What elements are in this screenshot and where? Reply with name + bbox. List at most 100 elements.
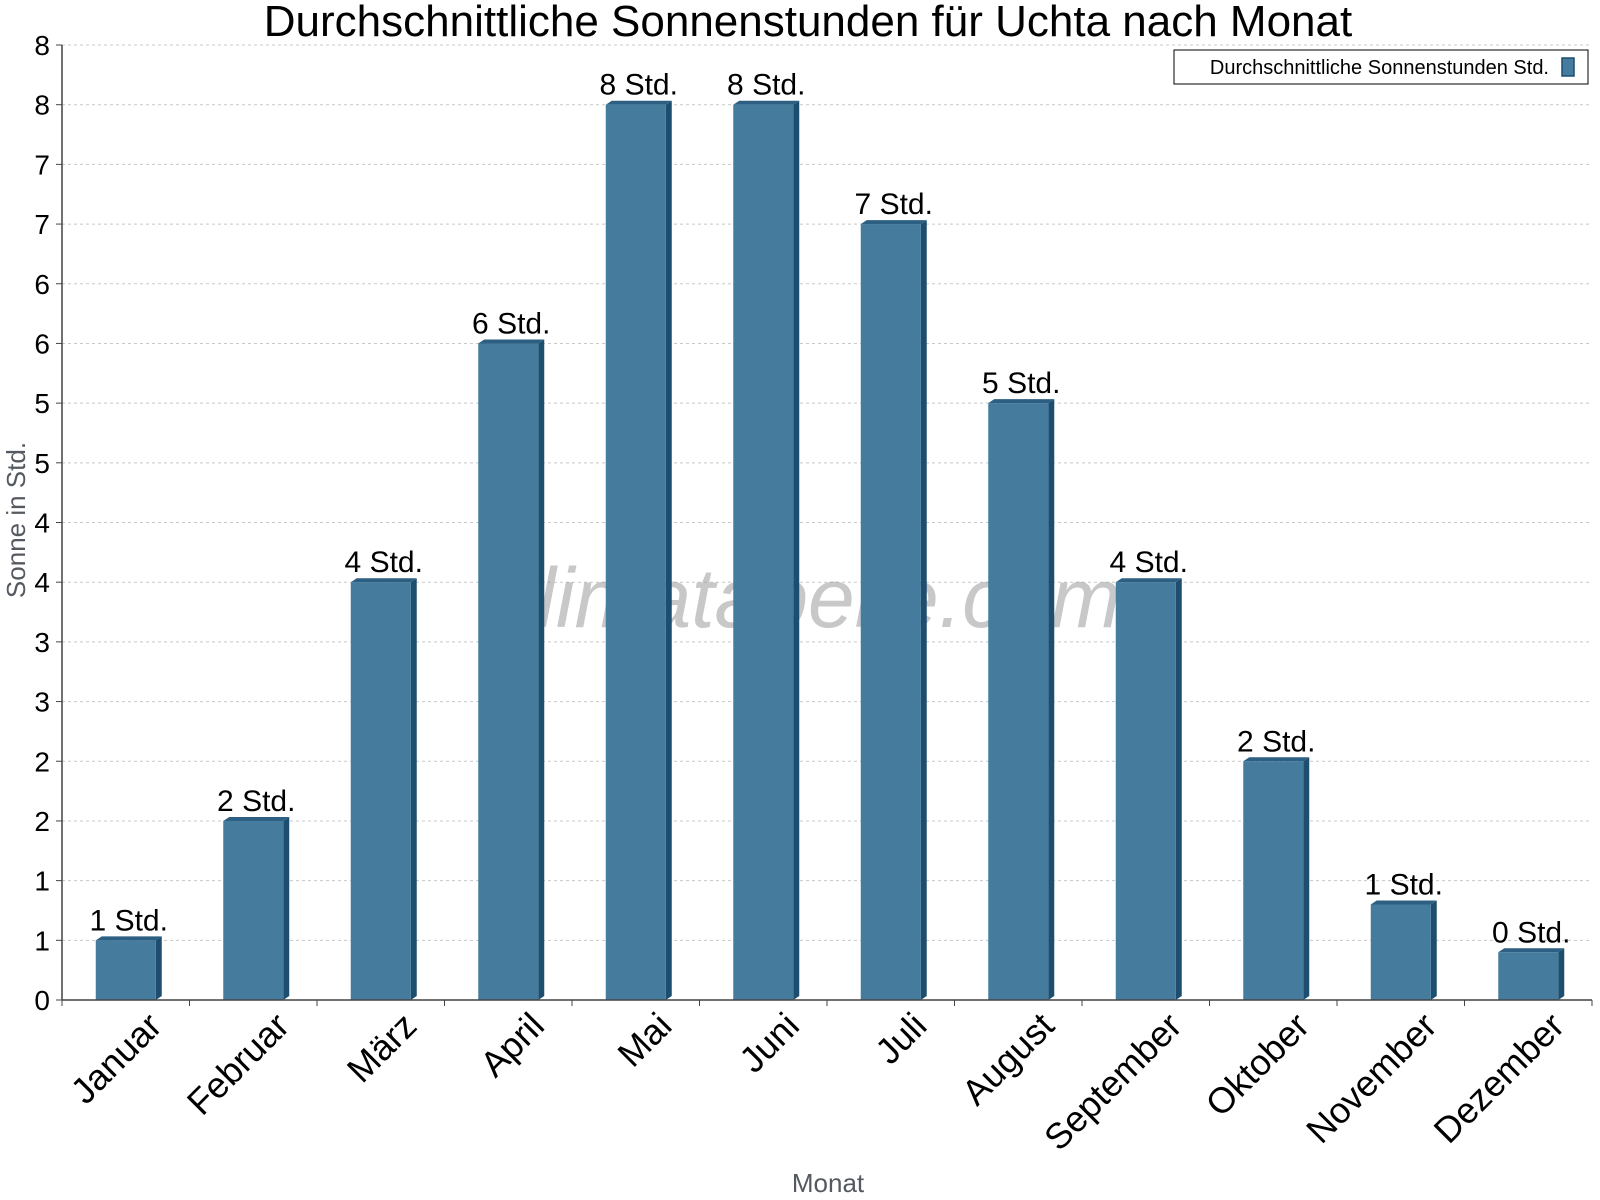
data-label: 6 Std. xyxy=(472,307,550,340)
data-label: 4 Std. xyxy=(1110,546,1188,579)
bar-side xyxy=(1048,399,1055,1000)
chart-title: Durchschnittliche Sonnenstunden für Ucht… xyxy=(264,0,1352,46)
y-axis-ticks: 0 1 1 2 2 3 3 4 4 5 5 6 6 7 7 8 8 xyxy=(34,30,62,1016)
x-tick-label: Februar xyxy=(179,1005,297,1123)
bar-juli: 7 Std. xyxy=(855,188,933,1000)
bar-oktober: 2 Std. xyxy=(1237,725,1315,1000)
x-tick-label: September xyxy=(1036,1005,1190,1159)
x-tick-label: Juli xyxy=(867,1005,934,1072)
bar-top xyxy=(1498,948,1565,953)
bar-top xyxy=(478,339,545,344)
bar-top xyxy=(95,936,162,941)
bar-series: 1 Std. 2 Std. 4 Std. 6 Std. 8 Std. 8 Std. 7 St… xyxy=(90,69,1570,1000)
bar-front xyxy=(1243,761,1304,1000)
legend[interactable]: Durchschnittliche Sonnenstunden Std. xyxy=(1173,49,1589,85)
bar-front xyxy=(988,403,1049,1000)
bar-top xyxy=(350,578,417,583)
bar-top xyxy=(605,100,672,105)
bar-side xyxy=(665,100,672,1000)
y-tick-label: 3 xyxy=(34,687,50,718)
data-label: 7 Std. xyxy=(855,188,933,221)
y-tick-label: 7 xyxy=(34,149,50,180)
bar-side xyxy=(793,100,800,1000)
bar-front xyxy=(1370,904,1431,1000)
y-tick-label: 6 xyxy=(34,269,50,300)
bar-august: 5 Std. xyxy=(982,367,1060,1000)
data-label: 1 Std. xyxy=(1365,869,1443,902)
y-tick-label: 1 xyxy=(34,925,50,956)
bar-januar: 1 Std. xyxy=(90,904,168,1000)
x-axis-label: Monat xyxy=(792,1168,865,1198)
bar-side xyxy=(1558,948,1565,1000)
bar-front xyxy=(733,104,794,1000)
data-label: 1 Std. xyxy=(90,904,168,937)
y-tick-label: 8 xyxy=(34,30,50,61)
y-tick-label: 4 xyxy=(34,567,50,598)
bar-februar: 2 Std. xyxy=(217,785,295,1000)
bar-dezember: 0 Std. xyxy=(1492,916,1570,1000)
legend-box xyxy=(1173,49,1589,85)
bar-top xyxy=(733,100,800,105)
x-tick-label: Oktober xyxy=(1197,1005,1317,1125)
y-tick-label: 2 xyxy=(34,746,50,777)
y-tick-label: 7 xyxy=(34,209,50,240)
data-label: 4 Std. xyxy=(345,546,423,579)
bar-side xyxy=(410,578,417,1000)
x-tick-label: Juni xyxy=(731,1005,807,1081)
y-tick-label: 6 xyxy=(34,328,50,359)
y-tick-label: 1 xyxy=(34,866,50,897)
bar-top xyxy=(860,220,927,225)
bar-top xyxy=(1115,578,1182,583)
y-axis-label: Sonne in Std. xyxy=(1,442,31,598)
data-label: 5 Std. xyxy=(982,367,1060,400)
data-label: 0 Std. xyxy=(1492,916,1570,949)
data-label: 2 Std. xyxy=(217,785,295,818)
bar-juni: 8 Std. xyxy=(727,69,805,1000)
bar-top xyxy=(988,399,1055,404)
bar-top xyxy=(1370,900,1437,905)
y-tick-label: 8 xyxy=(34,90,50,121)
y-tick-label: 5 xyxy=(34,448,50,479)
bar-april: 6 Std. xyxy=(472,307,550,1000)
bar-mai: 8 Std. xyxy=(600,69,678,1000)
y-tick-label: 5 xyxy=(34,388,50,419)
x-tick-label: März xyxy=(339,1005,425,1091)
bar-front xyxy=(605,104,666,1000)
x-tick-label: Januar xyxy=(63,1005,170,1112)
x-tick-label: Dezember xyxy=(1425,1005,1571,1151)
data-label: 2 Std. xyxy=(1237,725,1315,758)
bar-front xyxy=(350,582,411,1000)
bar-front xyxy=(1498,952,1559,1000)
bar-november: 1 Std. xyxy=(1365,869,1443,1000)
bar-side xyxy=(1175,578,1182,1000)
bar-front xyxy=(478,343,539,1000)
bar-front xyxy=(1115,582,1176,1000)
bar-side xyxy=(283,816,290,1000)
x-tick-label: August xyxy=(954,1005,1062,1113)
y-tick-label: 3 xyxy=(34,627,50,658)
bar-top xyxy=(223,816,290,821)
bar-front xyxy=(860,224,921,1000)
grid-lines xyxy=(62,44,1592,941)
bar-front xyxy=(223,820,284,1000)
data-label: 8 Std. xyxy=(727,69,805,102)
bar-top xyxy=(1243,757,1310,762)
bar-side xyxy=(538,339,545,1000)
y-tick-label: 4 xyxy=(34,508,50,539)
y-tick-label: 0 xyxy=(34,985,50,1016)
bar-side xyxy=(1303,757,1310,1000)
bar-september: 4 Std. xyxy=(1110,546,1188,1000)
x-tick-label: April xyxy=(472,1005,552,1085)
x-tick-label: Mai xyxy=(609,1005,679,1075)
y-tick-label: 2 xyxy=(34,806,50,837)
bar-märz: 4 Std. xyxy=(345,546,423,1000)
data-label: 8 Std. xyxy=(600,69,678,102)
axes xyxy=(61,45,1592,1001)
legend-swatch xyxy=(1561,57,1575,77)
bar-side xyxy=(920,220,927,1000)
bar-side xyxy=(1430,900,1437,1000)
x-tick-label: November xyxy=(1298,1005,1444,1151)
bar-side xyxy=(155,936,162,1000)
bar-front xyxy=(95,940,156,1000)
